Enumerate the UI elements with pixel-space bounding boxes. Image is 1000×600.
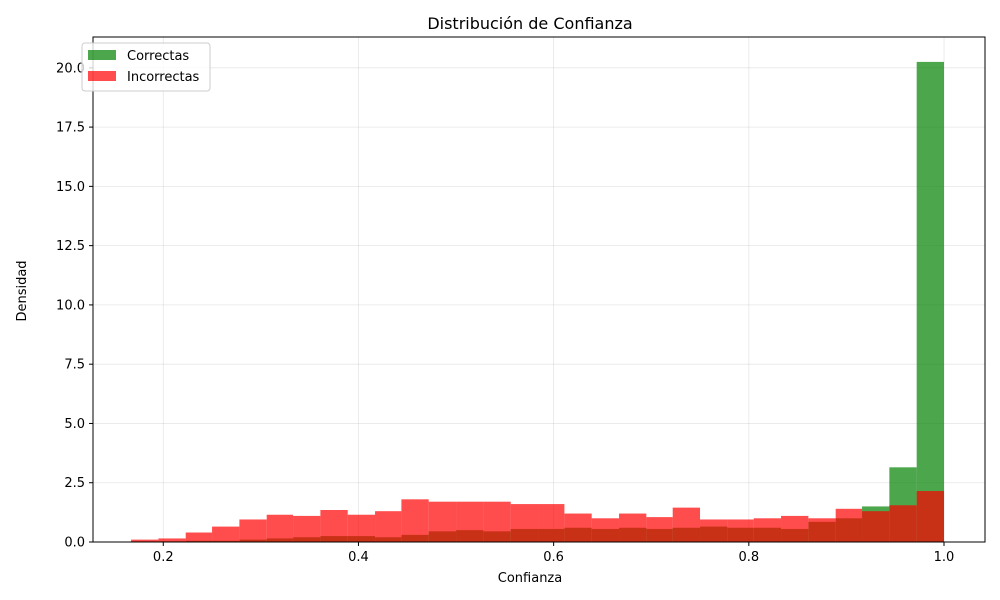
legend: Correctas Incorrectas	[81, 42, 211, 92]
bar-incorrectas	[347, 514, 376, 542]
x-tick-label: 1.0	[934, 550, 955, 565]
bar-incorrectas	[564, 513, 592, 542]
bar-incorrectas	[538, 504, 565, 542]
bar-incorrectas	[862, 511, 890, 542]
y-tick-label: 10.0	[56, 298, 85, 313]
y-tick-label: 17.5	[56, 121, 85, 136]
x-tick-label: 0.8	[738, 550, 759, 565]
bar-incorrectas	[401, 499, 429, 542]
y-tick-label: 12.5	[56, 239, 85, 254]
x-axis-title: Confianza	[498, 571, 562, 586]
bar-incorrectas	[456, 501, 484, 542]
bar-incorrectas	[781, 515, 809, 542]
bar-incorrectas	[266, 514, 294, 542]
bar-incorrectas	[753, 518, 782, 542]
bar-incorrectas	[835, 508, 863, 542]
bar-incorrectas	[293, 515, 321, 542]
bar-incorrectas	[889, 505, 917, 542]
y-axis-title: Densidad	[15, 260, 30, 321]
plot-area: 0.2 0.4 0.6 0.8 1.0 0.0 2.5 5.0 7.5 10.0 12.5 15.0 1…	[56, 36, 986, 565]
y-tick-label: 2.5	[64, 476, 85, 491]
bar-incorrectas	[700, 519, 728, 542]
bar-incorrectas	[483, 501, 511, 542]
y-tick-label: 20.0	[56, 61, 85, 76]
bar-incorrectas	[727, 519, 754, 542]
y-tick-label: 7.5	[64, 358, 85, 373]
bar-incorrectas	[375, 511, 402, 542]
bar-correctas	[916, 61, 945, 542]
bar-incorrectas	[619, 513, 647, 542]
bar-incorrectas	[591, 518, 620, 542]
bar-incorrectas	[185, 532, 213, 542]
bar-incorrectas	[510, 504, 539, 542]
bar-incorrectas	[212, 526, 240, 542]
bar-incorrectas	[320, 509, 348, 542]
bar-incorrectas	[916, 491, 945, 542]
x-tick-label: 0.4	[348, 550, 369, 565]
bar-incorrectas	[428, 501, 457, 542]
bar-incorrectas	[646, 517, 673, 542]
legend-label-incorrectas: Incorrectas	[127, 70, 200, 85]
legend-label-correctas: Correctas	[127, 49, 189, 64]
bar-incorrectas	[239, 519, 267, 542]
legend-swatch-correctas	[88, 50, 116, 60]
bar-incorrectas	[158, 538, 186, 542]
chart-title: Distribución de Confianza	[427, 14, 632, 33]
y-tick-label: 15.0	[56, 180, 85, 195]
axes-frame	[92, 36, 986, 543]
bar-incorrectas	[672, 507, 701, 542]
y-tick-label: 5.0	[64, 417, 85, 432]
x-tick-label: 0.2	[153, 550, 174, 565]
bar-incorrectas	[808, 518, 836, 542]
legend-swatch-incorrectas	[88, 71, 116, 81]
x-tick-label: 0.6	[543, 550, 564, 565]
y-tick-label: 0.0	[64, 536, 85, 551]
bar-incorrectas	[131, 539, 159, 542]
